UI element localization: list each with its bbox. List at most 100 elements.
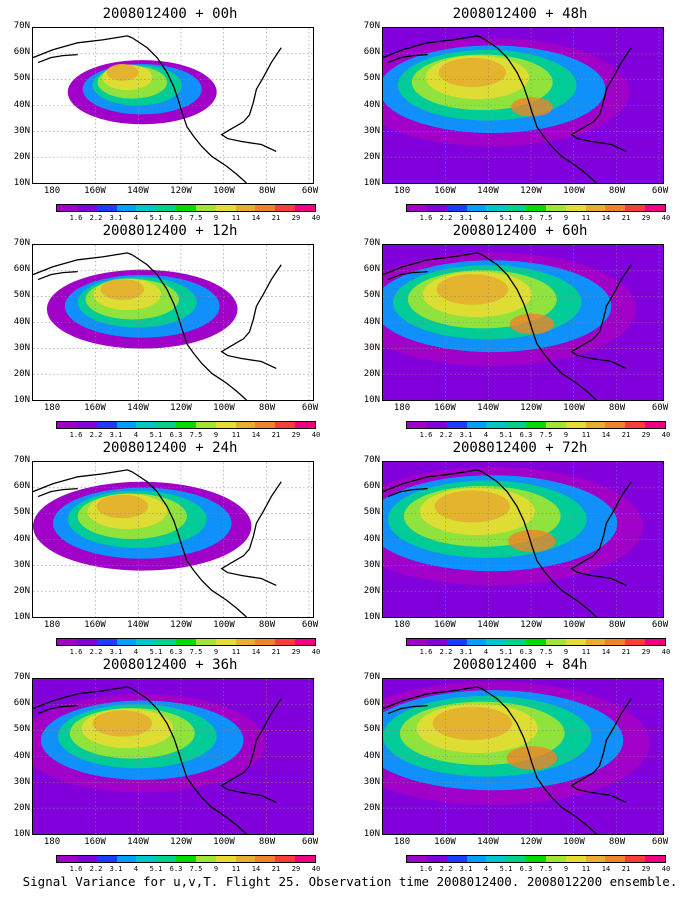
colorbar-swatch (156, 856, 177, 862)
y-tick-label: 70N (363, 21, 380, 31)
panel-title: 2008012400 + 60h (452, 223, 588, 239)
colorbar-swatch (235, 422, 256, 428)
variance-field (383, 679, 663, 834)
colorbar-label: 2.2 (89, 648, 103, 656)
y-tick-label: 20N (363, 151, 380, 162)
colorbar-swatch (486, 639, 507, 645)
colorbar-label: 7.5 (539, 648, 553, 656)
colorbar-swatch (625, 205, 646, 211)
y-tick-label: 70N (363, 238, 380, 248)
colorbar-swatch (625, 639, 646, 645)
colorbar-labels: 1.6 2.2 3.1 4 5.1 6.3 7.5 9 11 14 21 29 40 (56, 431, 321, 441)
colorbar-swatch (565, 639, 586, 645)
x-tick-label: 80W (608, 620, 626, 630)
colorbar-label: 2.2 (439, 865, 453, 873)
colorbar (56, 638, 316, 646)
panel-title: 2008012400 + 84h (452, 657, 588, 673)
colorbar-swatch (215, 639, 236, 645)
colorbar-label: 5.1 (149, 431, 163, 439)
y-tick-label: 10N (13, 612, 30, 622)
colorbar-swatch (486, 422, 507, 428)
colorbar-label: 6.3 (169, 214, 183, 222)
colorbar-labels: 1.6 2.2 3.1 4 5.1 6.3 7.5 9 11 14 21 29 40 (406, 214, 671, 224)
colorbar-swatch (96, 639, 117, 645)
x-tick-label: 140W (127, 186, 149, 196)
y-tick-label: 60N (363, 264, 380, 275)
x-tick-label: 100W (563, 620, 585, 630)
x-tick-label: 120W (170, 186, 192, 196)
colorbar-swatch (176, 639, 196, 645)
colorbar-label: 7.5 (189, 865, 203, 873)
colorbar-label: 21 (621, 865, 631, 873)
colorbar-swatch (235, 205, 256, 211)
colorbar-label: 4 (133, 648, 139, 656)
colorbar-swatch (295, 639, 315, 645)
y-tick-label: 10N (363, 178, 380, 188)
x-tick-label: 180 (43, 186, 61, 196)
colorbar-swatch (486, 205, 507, 211)
x-tick-label: 60W (651, 620, 669, 630)
colorbar-label: 6.3 (519, 648, 533, 656)
variance-field (383, 28, 663, 183)
colorbar-labels: 1.6 2.2 3.1 4 5.1 6.3 7.5 9 11 14 21 29 40 (406, 648, 671, 658)
colorbar-swatch (116, 639, 137, 645)
colorbar (406, 638, 666, 646)
colorbar-swatch (57, 422, 77, 428)
colorbar-label: 14 (601, 214, 611, 222)
colorbar-label: 4 (483, 431, 489, 439)
y-tick-label: 40N (363, 316, 380, 327)
colorbar-swatch (426, 639, 447, 645)
y-tick-label: 30N (363, 342, 380, 353)
figure-caption: Signal Variance for u,v,T. Flight 25. Ob… (22, 874, 678, 889)
colorbar-label: 1.6 (69, 214, 83, 222)
colorbar-label: 40 (311, 865, 321, 873)
x-tick-label: 160W (84, 403, 106, 413)
colorbar-label: 14 (251, 648, 261, 656)
colorbar-swatch (446, 856, 467, 862)
colorbar-swatch (116, 422, 137, 428)
y-tick-label: 70N (13, 672, 30, 682)
x-tick-label: 140W (477, 186, 499, 196)
colorbar-swatch (136, 639, 157, 645)
colorbar-swatch (466, 205, 487, 211)
colorbar-label: 40 (311, 648, 321, 656)
colorbar-swatch (195, 639, 216, 645)
y-tick-label: 70N (363, 455, 380, 465)
colorbar-label: 7.5 (189, 214, 203, 222)
colorbar-swatch (76, 205, 97, 211)
colorbar (406, 204, 666, 212)
colorbar-label: 9 (213, 865, 219, 873)
colorbar-swatch (156, 422, 177, 428)
colorbar-swatch (506, 856, 527, 862)
y-tick-label: 40N (363, 750, 380, 761)
colorbar-swatch (195, 856, 216, 862)
colorbar-swatch (526, 422, 546, 428)
panel-p48: 2008012400 + 48h 70N 60N 50N 40N 30N 20N 10N 180… (350, 2, 690, 222)
colorbar-swatch (116, 856, 137, 862)
map-plot (382, 678, 664, 835)
x-tick-label: 60W (301, 837, 319, 847)
y-tick-label: 30N (363, 125, 380, 136)
colorbar-swatch (446, 422, 467, 428)
colorbar-label: 2.2 (439, 431, 453, 439)
colorbar (406, 855, 666, 863)
colorbar-label: 7.5 (189, 431, 203, 439)
colorbar-swatch (585, 205, 606, 211)
panel-p12: 2008012400 + 12h 70N 60N 50N 40N 30N 20N 10N 180… (0, 219, 340, 439)
colorbar (56, 421, 316, 429)
colorbar-label: 9 (563, 648, 569, 656)
y-tick-label: 40N (13, 316, 30, 327)
panel-title: 2008012400 + 00h (102, 6, 238, 22)
colorbar-label: 11 (231, 648, 241, 656)
x-tick-label: 160W (84, 186, 106, 196)
colorbar-swatch (565, 422, 586, 428)
x-tick-label: 120W (170, 403, 192, 413)
colorbar-label: 7.5 (189, 648, 203, 656)
colorbar-label: 40 (661, 648, 671, 656)
colorbar-label: 40 (661, 214, 671, 222)
y-tick-label: 20N (363, 368, 380, 379)
colorbar-label: 2.2 (89, 431, 103, 439)
colorbar-swatch (605, 205, 626, 211)
y-tick-label: 50N (13, 73, 30, 84)
colorbar-label: 6.3 (169, 431, 183, 439)
